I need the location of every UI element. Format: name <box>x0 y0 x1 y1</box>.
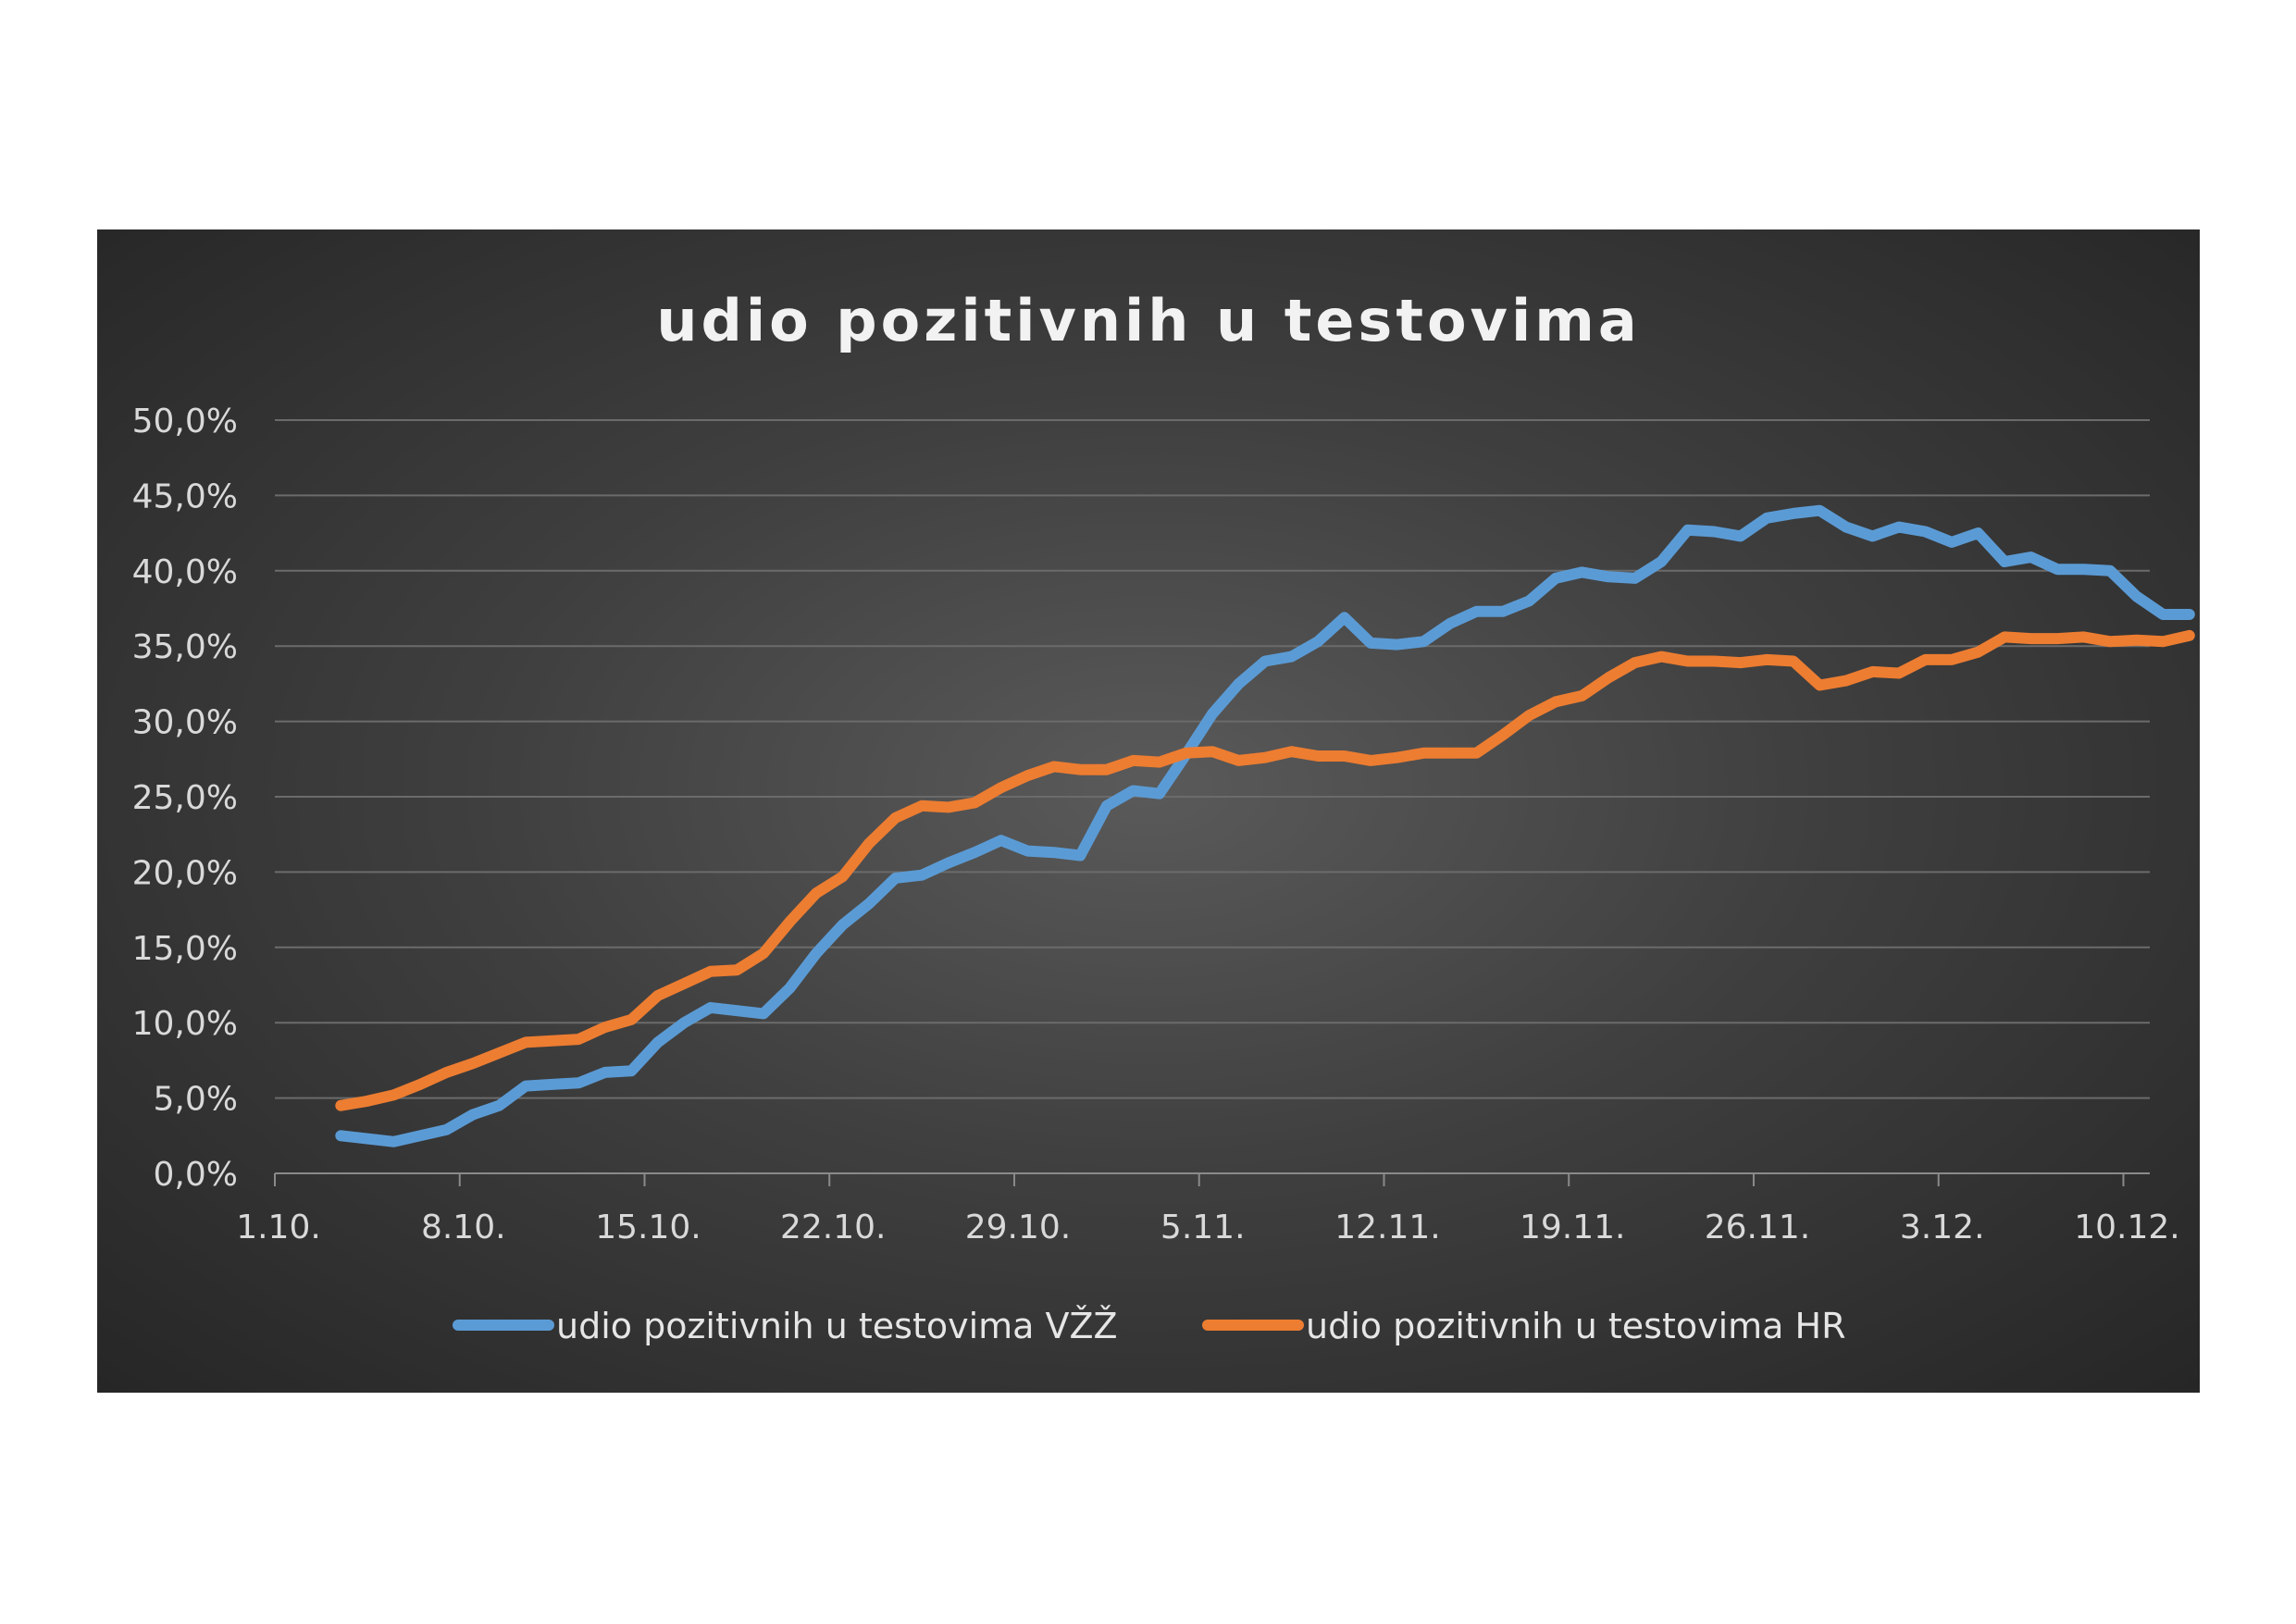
x-tick-label: 15.10. <box>595 1209 701 1246</box>
x-tick-label: 3.12. <box>1900 1209 1985 1246</box>
x-axis: 1.10. 8.10. 15.10. 22.10. 29.10. 5.11. 12.11. 1… <box>236 1172 2180 1246</box>
y-tick-label: 5,0% <box>154 1081 238 1119</box>
x-tick-label: 22.10. <box>780 1209 887 1246</box>
legend-label: udio pozitivnih u testovima HR <box>1306 1306 1846 1346</box>
series-line-vzz <box>335 504 2195 1147</box>
series-line-hr <box>335 629 2195 1111</box>
x-tick-label: 8.10. <box>421 1209 506 1246</box>
y-tick-label: 0,0% <box>154 1156 238 1194</box>
x-tick-label: 19.11. <box>1520 1209 1626 1246</box>
gridlines <box>275 419 2150 1099</box>
y-tick-label: 10,0% <box>132 1005 238 1043</box>
x-tick-label: 1.10. <box>236 1209 321 1246</box>
x-tick-label: 5.11. <box>1160 1209 1246 1246</box>
y-tick-label: 35,0% <box>132 628 238 666</box>
y-axis: 0,0% 5,0% 10,0% 15,0% 20,0% 25,0% 30,0% 35,0% 40… <box>132 403 238 1194</box>
y-tick-label: 45,0% <box>132 477 238 515</box>
y-tick-label: 20,0% <box>132 854 238 892</box>
line-chart: udio pozitivnih u testovima 0,0% 5,0% 10,0… <box>132 287 2195 1346</box>
y-tick-label: 15,0% <box>132 930 238 968</box>
y-tick-label: 25,0% <box>132 779 238 817</box>
y-tick-label: 30,0% <box>132 704 238 742</box>
x-tick-label: 12.11. <box>1334 1209 1441 1246</box>
y-tick-label: 40,0% <box>132 553 238 591</box>
series-lines <box>335 504 2195 1147</box>
chart-title: udio pozitivnih u testovima <box>656 287 1640 354</box>
x-tick-label: 10.12. <box>2074 1209 2180 1246</box>
x-tick-label: 26.11. <box>1705 1209 1811 1246</box>
y-tick-label: 50,0% <box>132 403 238 440</box>
legend: udio pozitivnih u testovima VŽŽ udio pozi… <box>453 1306 1846 1346</box>
chart-panel: udio pozitivnih u testovima 0,0% 5,0% 10,0… <box>97 229 2200 1393</box>
x-tick-label: 29.10. <box>965 1209 1072 1246</box>
legend-label: udio pozitivnih u testovima VŽŽ <box>556 1306 1118 1346</box>
